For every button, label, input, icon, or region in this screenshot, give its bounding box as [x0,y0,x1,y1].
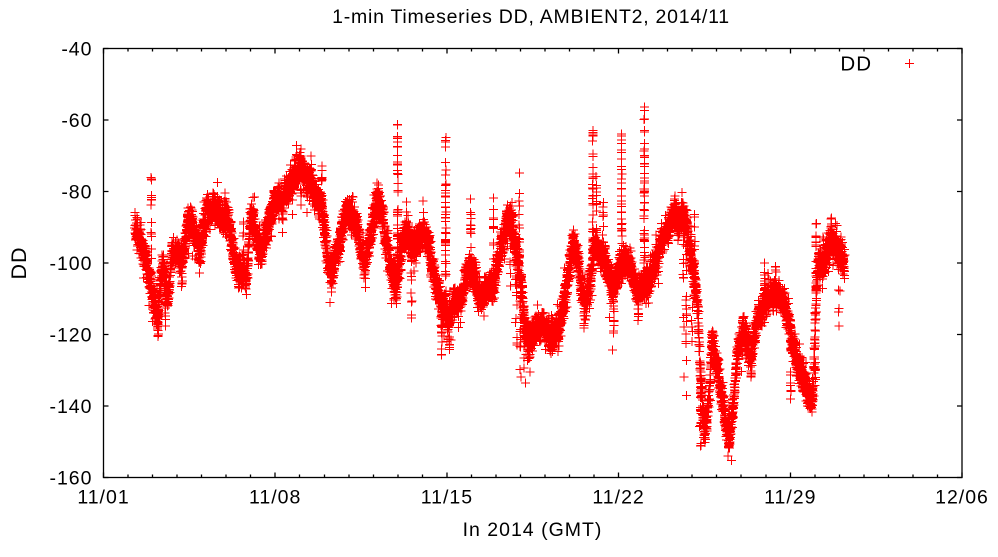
svg-text:-140: -140 [49,396,92,418]
svg-text:11/08: 11/08 [249,487,301,509]
svg-text:-160: -160 [49,468,92,490]
svg-text:-40: -40 [61,39,92,61]
svg-text:-80: -80 [61,182,92,204]
svg-text:DD: DD [7,246,31,279]
svg-text:11/22: 11/22 [592,487,644,509]
svg-text:11/15: 11/15 [421,487,473,509]
svg-text:-100: -100 [49,253,92,275]
svg-text:11/01: 11/01 [77,487,129,509]
svg-text:DD: DD [840,53,872,76]
svg-text:11/29: 11/29 [764,487,816,509]
svg-text:12/06: 12/06 [935,487,989,509]
svg-text:-60: -60 [61,110,92,132]
svg-text:1-min Timeseries DD, AMBIENT2,: 1-min Timeseries DD, AMBIENT2, 2014/11 [332,6,730,28]
svg-text:-120: -120 [49,325,92,347]
svg-text:In 2014 (GMT): In 2014 (GMT) [463,519,603,541]
